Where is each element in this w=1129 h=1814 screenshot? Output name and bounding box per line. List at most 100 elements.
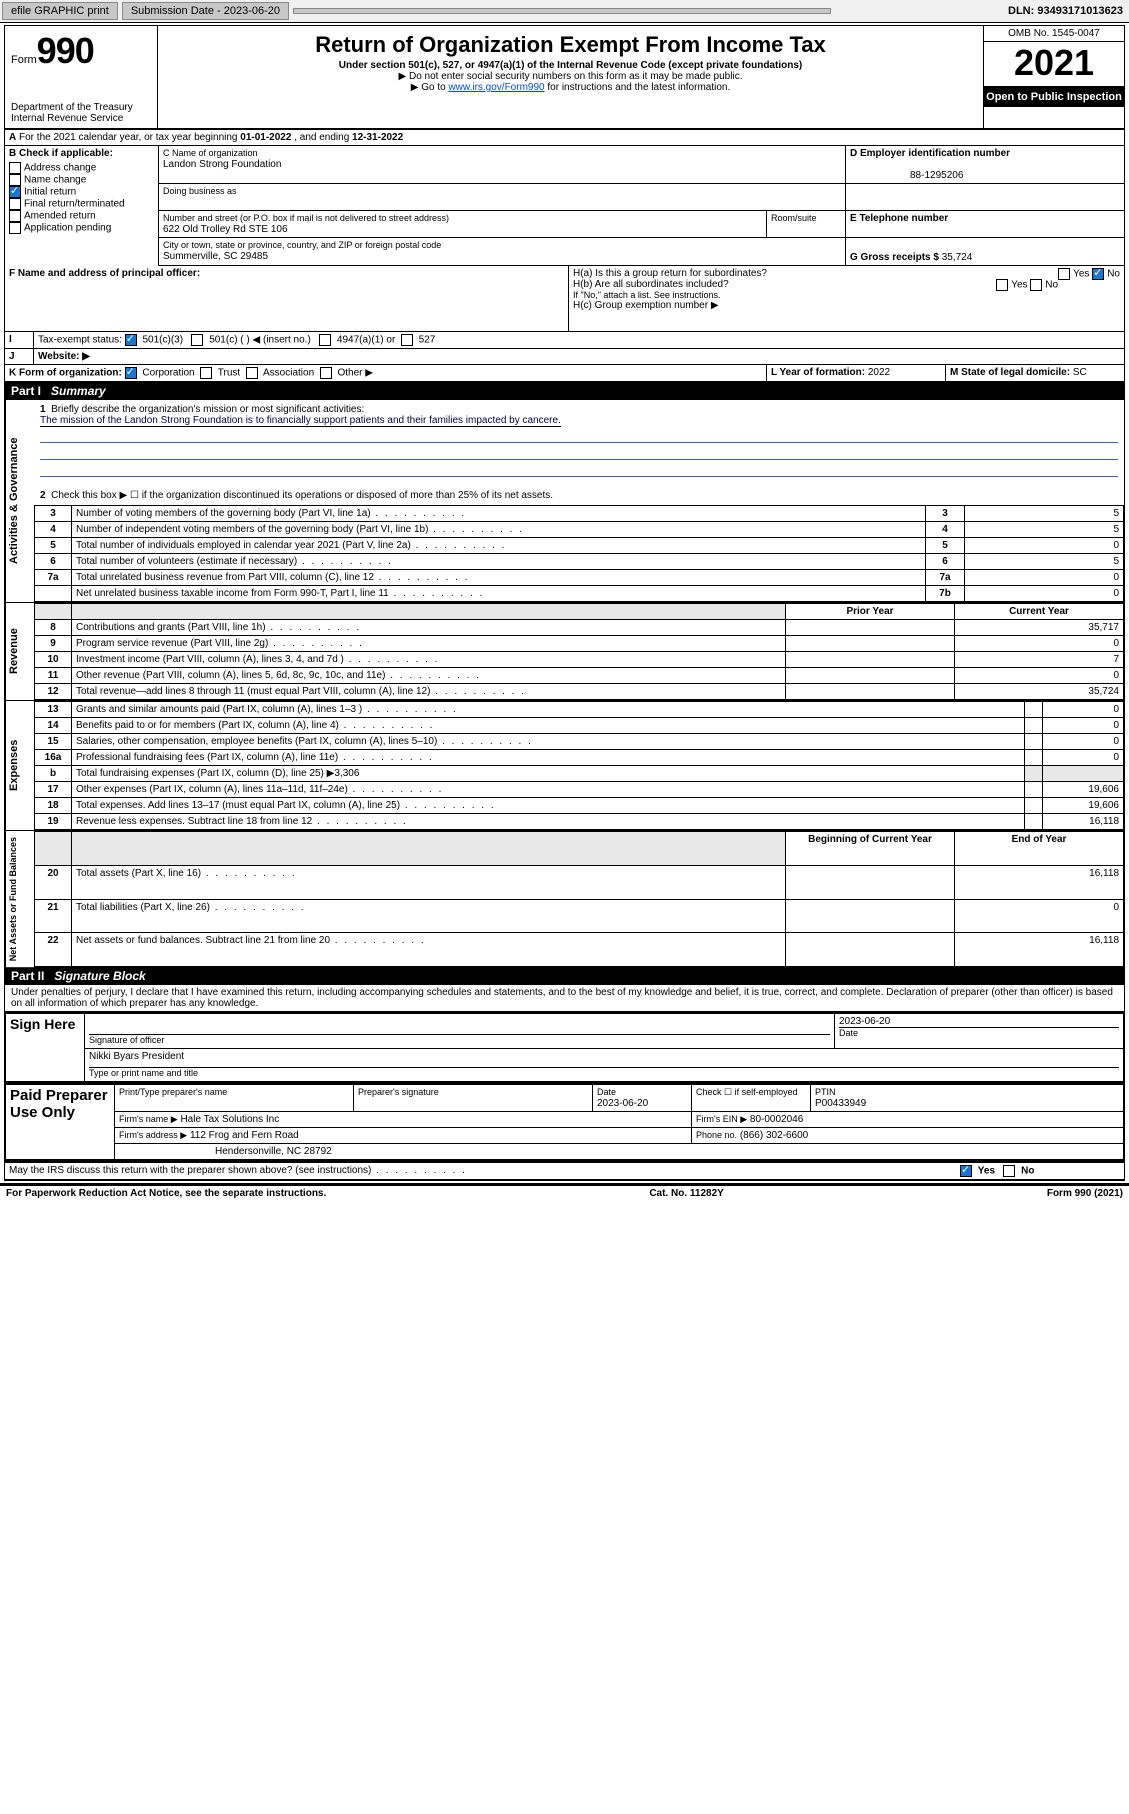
- ha-yes-cb[interactable]: [1058, 268, 1070, 280]
- netassets-section: Net Assets or Fund Balances Beginning of…: [5, 830, 1124, 967]
- header-sub1: Under section 501(c), 527, or 4947(a)(1)…: [166, 60, 975, 71]
- b-opt-0[interactable]: Address change: [9, 162, 154, 174]
- mission-blank-1: [40, 428, 1118, 443]
- k-opt2: Association: [263, 368, 314, 379]
- ha-no-cb[interactable]: [1092, 268, 1104, 280]
- hc-text: H(c) Group exemption number ▶: [573, 300, 1120, 311]
- city-label: City or town, state or province, country…: [163, 240, 441, 250]
- phone-label: Phone no.: [696, 1130, 737, 1140]
- table-row: 11Other revenue (Part VIII, column (A), …: [35, 668, 1124, 684]
- sig-date-value: 2023-06-20: [839, 1016, 890, 1027]
- b-opt-2-label: Initial return: [24, 187, 76, 198]
- b-opt-3-label: Final return/terminated: [24, 199, 125, 210]
- form-word: Form: [11, 54, 37, 66]
- city-value: Summerville, SC 29485: [163, 251, 268, 262]
- form-title: Return of Organization Exempt From Incom…: [166, 32, 975, 58]
- line-a-mid: , and ending: [294, 132, 352, 143]
- g-label: G Gross receipts $: [850, 252, 939, 263]
- b-opt-2[interactable]: Initial return: [9, 186, 154, 198]
- sub3-pre: ▶ Go to: [411, 82, 449, 93]
- i-opt3: 527: [419, 335, 436, 346]
- m-value: SC: [1073, 367, 1087, 378]
- table-row: 18Total expenses. Add lines 13–17 (must …: [35, 798, 1124, 814]
- footer-right: Form 990 (2021): [1047, 1188, 1123, 1199]
- i-label: Tax-exempt status:: [38, 335, 122, 346]
- hb-no-cb[interactable]: [1030, 279, 1042, 291]
- submission-date-button[interactable]: Submission Date - 2023-06-20: [122, 2, 289, 20]
- table-row: 15Salaries, other compensation, employee…: [35, 734, 1124, 750]
- d-label: D Employer identification number: [850, 148, 1010, 159]
- i-opt2: 4947(a)(1) or: [337, 335, 395, 346]
- irs-link[interactable]: www.irs.gov/Form990: [448, 82, 544, 93]
- i-501c-cb[interactable]: [191, 334, 203, 346]
- klm-row: K Form of organization: Corporation Trus…: [5, 365, 1124, 382]
- spacer-button: [293, 8, 831, 14]
- i-527-cb[interactable]: [401, 334, 413, 346]
- may-discuss-row: May the IRS discuss this return with the…: [5, 1160, 1124, 1180]
- b-opt-1[interactable]: Name change: [9, 174, 154, 186]
- paid-preparer-label: Paid Preparer Use Only: [6, 1084, 115, 1160]
- tax-year: 2021: [984, 42, 1124, 87]
- table-row: 13Grants and similar amounts paid (Part …: [35, 702, 1124, 718]
- may-no-cb[interactable]: [1003, 1165, 1015, 1177]
- form-no: 990: [37, 30, 94, 71]
- part-i-title: Summary: [51, 384, 106, 398]
- may-yes-cb[interactable]: [960, 1165, 972, 1177]
- phone-value: (866) 302-6600: [740, 1130, 808, 1141]
- tax-year-end: 12-31-2022: [352, 132, 403, 143]
- mission-text: The mission of the Landon Strong Foundat…: [40, 415, 561, 427]
- header-sub3: ▶ Go to www.irs.gov/Form990 for instruct…: [166, 82, 975, 93]
- form-990-container: Form990 Department of the Treasury Inter…: [4, 25, 1125, 1181]
- header-left: Form990 Department of the Treasury Inter…: [5, 26, 158, 128]
- section-c: C Name of organization Landon Strong Fou…: [159, 146, 1124, 266]
- may-discuss-text: May the IRS discuss this return with the…: [9, 1165, 371, 1176]
- check-self[interactable]: Check ☐ if self-employed: [696, 1087, 798, 1097]
- k-label: K Form of organization:: [9, 368, 122, 379]
- table-row: 7aTotal unrelated business revenue from …: [35, 570, 1124, 586]
- firm-name-label: Firm's name ▶: [119, 1114, 178, 1124]
- b-opt-4[interactable]: Amended return: [9, 210, 154, 222]
- j-row: J Website: ▶: [5, 349, 1124, 365]
- ptin-label: PTIN: [815, 1087, 836, 1097]
- table-row: 19Revenue less expenses. Subtract line 1…: [35, 814, 1124, 830]
- ha-no: No: [1107, 269, 1120, 280]
- hb-yes-cb[interactable]: [996, 279, 1008, 291]
- part-i-label: Part I: [11, 384, 41, 398]
- efile-button[interactable]: efile GRAPHIC print: [2, 2, 118, 20]
- q2-text: Check this box ▶ ☐ if the organization d…: [51, 490, 553, 501]
- b-opt-5[interactable]: Application pending: [9, 222, 154, 234]
- form-header: Form990 Department of the Treasury Inter…: [5, 26, 1124, 130]
- i-row: I Tax-exempt status: 501(c)(3) 501(c) ( …: [5, 332, 1124, 349]
- mission-blank-3: [40, 462, 1118, 477]
- top-bar: efile GRAPHIC print Submission Date - 20…: [0, 0, 1129, 23]
- footer-left: For Paperwork Reduction Act Notice, see …: [6, 1188, 326, 1199]
- k-opt1: Trust: [218, 368, 240, 379]
- table-row: 22Net assets or fund balances. Subtract …: [35, 933, 1124, 967]
- table-row: 6Total number of volunteers (estimate if…: [35, 554, 1124, 570]
- k-opt3: Other ▶: [337, 368, 372, 379]
- k-trust-cb[interactable]: [200, 367, 212, 379]
- k-corp-cb[interactable]: [125, 367, 137, 379]
- i-opt1: 501(c) ( ) ◀ (insert no.): [209, 335, 311, 346]
- firm-addr-label: Firm's address ▶: [119, 1130, 187, 1140]
- footer-mid: Cat. No. 11282Y: [649, 1188, 723, 1199]
- k-other-cb[interactable]: [320, 367, 332, 379]
- table-row: 12Total revenue—add lines 8 through 11 (…: [35, 684, 1124, 700]
- i-501c3-cb[interactable]: [125, 334, 137, 346]
- dln-text: DLN: 93493171013623: [1008, 5, 1129, 17]
- b-opt-3[interactable]: Final return/terminated: [9, 198, 154, 210]
- firm-name: Hale Tax Solutions Inc: [180, 1114, 279, 1125]
- part-i-header: Part I Summary: [5, 382, 1124, 400]
- table-row: 20Total assets (Part X, line 16)16,118: [35, 865, 1124, 899]
- dept-treasury: Department of the Treasury Internal Reve…: [11, 102, 151, 124]
- vtab-expenses: Expenses: [5, 701, 34, 830]
- ptin-value: P00433949: [815, 1098, 866, 1109]
- i-4947-cb[interactable]: [319, 334, 331, 346]
- revenue-table: Prior YearCurrent Year8Contributions and…: [34, 603, 1124, 700]
- sig-officer-label: Signature of officer: [89, 1035, 164, 1045]
- k-assoc-cb[interactable]: [246, 367, 258, 379]
- table-row: 8Contributions and grants (Part VIII, li…: [35, 620, 1124, 636]
- i-opt0: 501(c)(3): [142, 335, 183, 346]
- submission-date-label: Submission Date -: [131, 5, 224, 17]
- line-a-text: For the 2021 calendar year, or tax year …: [19, 132, 240, 143]
